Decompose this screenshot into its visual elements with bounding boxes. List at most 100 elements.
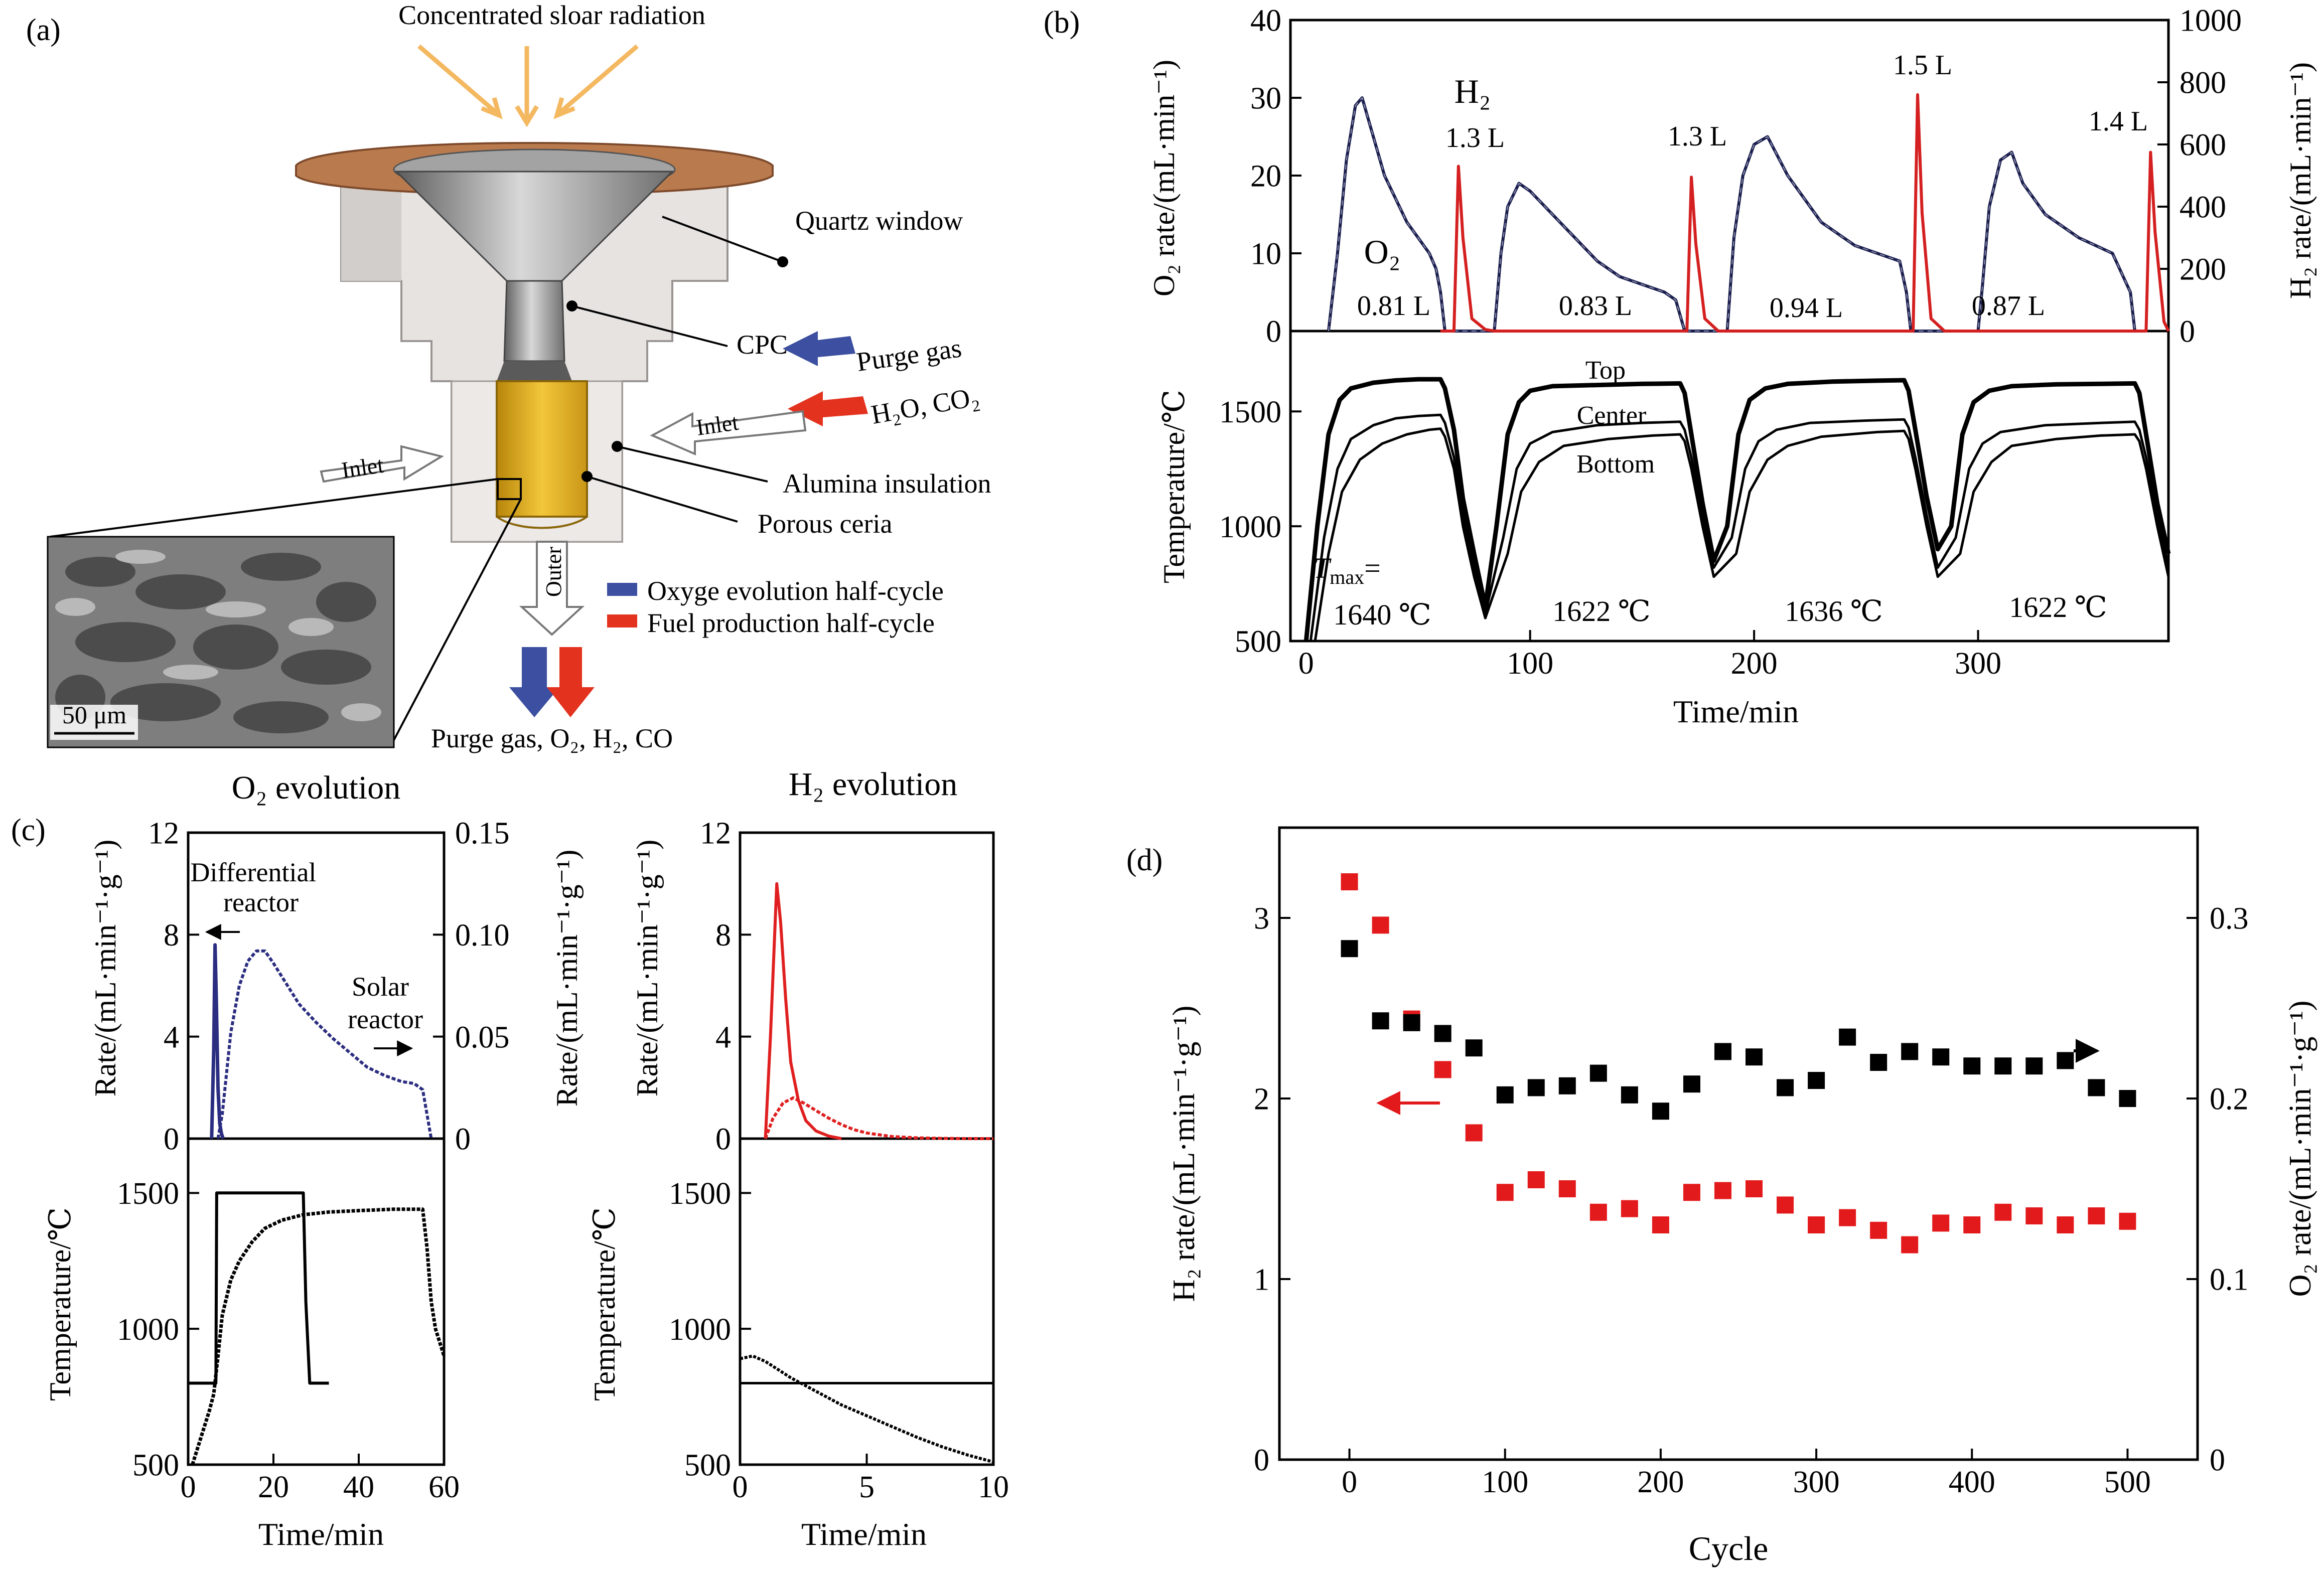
reactor-body [295,142,774,543]
d-y-tick-label: 0 [1254,1444,1269,1478]
c-h2-temp-y-tick-label: 1500 [669,1177,731,1211]
d-h2-point [1870,1221,1887,1239]
b-bottom-series [1303,377,2171,642]
d-o2-point [1372,1012,1389,1030]
d-h2-point [1621,1200,1638,1217]
b-bottom-y-tick-label: 1500 [1219,395,1281,429]
d-y2-tick-label: 0.3 [2210,902,2249,936]
d-h2-point [1434,1061,1451,1078]
b-o2-volume-1: 0.81 L [1357,290,1430,322]
d-o2-point [1714,1043,1731,1060]
b-h2-rate-line [1440,93,2170,333]
c-h2-xlabel: Time/min [801,1516,927,1552]
b-bottom-axes: 500 1000 1500 0 100 200 300 [1219,395,2001,681]
d-h2-point [1901,1236,1919,1253]
c-differential-reactor-label: reactor [223,887,299,917]
d-x-tick-label: 300 [1793,1465,1840,1499]
c-series [188,882,994,1466]
c-o2-rate-y-tick-label: 12 [148,817,179,851]
radiation-arrows [417,44,639,127]
d-o2-point [1558,1077,1576,1094]
purge-gas-label: Purge gas [854,333,963,377]
d-o2-point [1839,1028,1856,1046]
b-top-y-tick-label: 40 [1250,4,1281,38]
c-o2-x-tick-label: 40 [343,1470,374,1504]
d-h2-point [1714,1182,1731,1199]
b-x-tick-label: 300 [1955,647,2001,681]
c-o2-rate-y-tick-label: 8 [164,918,179,953]
d-o2-point [1621,1086,1638,1104]
d-o2-point [1652,1103,1669,1120]
d-o2-point [1932,1048,1950,1066]
d-o2-point [1808,1072,1825,1089]
b-tmax-2: 1622 ℃ [1552,595,1650,627]
d-x-tick-label: 200 [1637,1465,1684,1499]
b-x-tick-label: 200 [1731,647,1778,681]
alumina-label: Alumina insulation [783,468,991,499]
b-temp-line-top [1303,377,2171,642]
d-h2-point [1839,1209,1856,1226]
sem-inset: 50 μm [47,478,522,748]
d-h2-point [1932,1214,1950,1232]
b-o2-label: O₂ [1364,233,1401,271]
d-o2-point [2119,1090,2136,1107]
c-solar-label: Solar [352,972,409,1002]
d-axes: 0 1 2 3 0 0.1 0.2 0.3 0 100 200 300 400 500 [1254,902,2249,1499]
c-h2-rate-y-tick-label: 4 [715,1020,731,1054]
d-x-tick-label: 500 [2104,1465,2151,1499]
c-o2-x-tick-label: 20 [258,1470,289,1504]
c-h2-rate-frame [739,831,995,1140]
c-o2-differential-line [210,943,225,1140]
d-h2-point [1341,873,1358,890]
d-h2-point [1496,1184,1514,1201]
c-o2-temp-ylabel: Temperature/℃ [44,1207,77,1401]
b-h2-volume-3: 1.5 L [1893,50,1952,81]
c-o2-temp-y-tick-label: 1000 [117,1313,179,1347]
d-h2-point [2088,1207,2105,1224]
c-o2-temp-y-tick-label: 1500 [117,1177,179,1211]
c-h2-temp-y-tick-label: 500 [684,1449,731,1483]
d-ylabel: H₂ rate/(mL·min⁻¹·g⁻¹) [1167,1006,1201,1302]
b-tmax-label: Tmax= [1314,552,1381,588]
c-o2-xlabel: Time/min [258,1516,384,1552]
c-o2-temp-frame [187,1137,446,1466]
b-x-tick-label: 100 [1507,647,1553,681]
c-o2-rate-y2label: Rate/(mL·min⁻¹·g⁻¹) [550,850,584,1107]
d-frame [1278,826,2199,1461]
d-h2-point [1963,1216,1981,1233]
b-tmax-1: 1640 ℃ [1333,598,1431,631]
c-h2-rate-ylabel: Rate/(mL·min⁻¹·g⁻¹) [631,840,664,1097]
d-h2-point [1558,1180,1576,1197]
b-bottom-y-tick-label: 1000 [1219,510,1281,544]
b-h2-volume-4: 1.4 L [2089,106,2148,137]
d-o2-point [1496,1086,1514,1104]
b-o2-volume-3: 0.94 L [1770,292,1843,324]
d-x-tick-label: 400 [1949,1465,1995,1499]
b-tmax-4: 1622 ℃ [2009,591,2107,623]
c-h2-solar-line [764,1096,993,1140]
d-o2-point [2025,1057,2043,1075]
panel-d: (d) 0 1 2 3 0 0.1 0.2 0.3 0 100 200 300 400 500 Cycle… [1126,826,2317,1567]
d-y2label: O₂ rate/(mL·min⁻¹·g⁻¹) [2283,1001,2317,1297]
b-position-top: Top [1585,356,1626,385]
b-top-y-tick-label: 20 [1250,160,1281,194]
b-top-ylabel: O₂ rate/(mL·min⁻¹) [1147,60,1181,296]
b-tmax-3: 1636 ℃ [1785,595,1882,627]
outlet-label: Purge gas, O₂, H₂, CO [431,723,673,753]
b-h2-volume-1: 1.3 L [1445,122,1505,153]
d-o2-point [1746,1048,1763,1066]
b-top-y-tick-label: 0 [1266,315,1281,349]
c-o2-rate-ylabel: Rate/(mL·min⁻¹·g⁻¹) [89,840,122,1097]
legend-oxygen-label: Oxyge evolution half-cycle [647,576,944,606]
d-h2-point [1808,1216,1825,1233]
radiation-label: Concentrated sloar radiation [398,0,705,30]
legend-fuel-swatch [607,614,637,627]
d-h2-point [2057,1216,2074,1233]
c-h2-rate-y-tick-label: 0 [715,1123,731,1157]
scale-bar-label: 50 μm [62,701,126,729]
outer-label: Outer [541,546,566,597]
inlet-right-label: Inlet [694,409,740,440]
d-x-tick-label: 100 [1482,1465,1528,1499]
